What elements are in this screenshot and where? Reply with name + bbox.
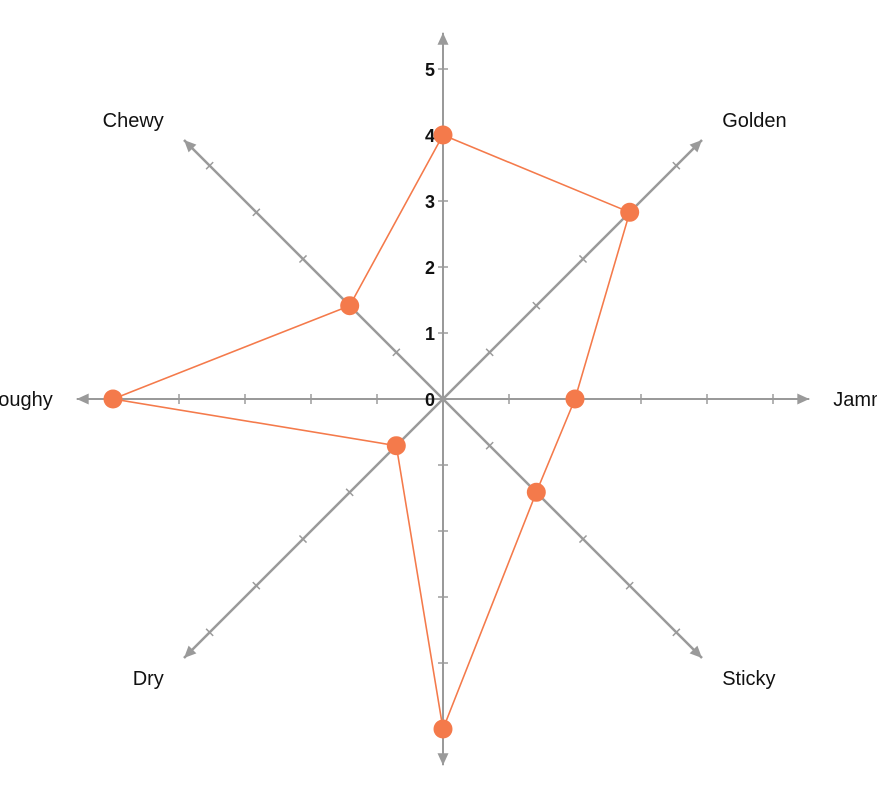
radial-tick-label-5: 5: [425, 60, 435, 80]
axis-label-chewy: Chewy: [103, 110, 164, 132]
data-point-sweet: [433, 125, 453, 145]
arrowhead-soft: [437, 753, 449, 766]
axis-label-dry: Dry: [133, 668, 164, 690]
radial-tick-label-1: 1: [425, 324, 435, 344]
axis-tick-golden-3: [578, 254, 588, 264]
data-point-dry: [386, 436, 406, 456]
data-point-jammy: [565, 389, 585, 409]
axis-label-sticky: Sticky: [722, 668, 775, 690]
axis-tick-golden-5: [672, 161, 681, 170]
radial-tick-labels: 0 1 2 3 4 5: [425, 60, 435, 410]
arrowhead-jammy: [797, 393, 810, 405]
axis-line-sticky: [442, 398, 703, 659]
axis-tick-sticky-5: [672, 628, 681, 637]
axis-tick-chewy-4: [252, 208, 261, 217]
arrowhead-chewy: [184, 140, 197, 153]
axis-tick-chewy-3: [298, 254, 308, 264]
data-point-doughy: [103, 389, 123, 409]
axis-tick-chewy-5: [205, 161, 214, 170]
series-layer: [103, 125, 640, 739]
axis-tick-dry-4: [252, 581, 261, 590]
arrowhead-dry: [184, 645, 197, 658]
axis-tick-golden-1: [485, 348, 494, 357]
arrowhead-sweet: [437, 32, 449, 45]
radial-tick-label-0: 0: [425, 390, 435, 410]
axis-tick-golden-2: [532, 301, 541, 310]
axis-line-dry: [183, 398, 444, 659]
axis-tick-chewy-1: [392, 348, 401, 357]
data-point-sticky: [526, 482, 546, 502]
series-line-0: [110, 133, 631, 732]
data-point-chewy: [340, 296, 360, 316]
axis-tick-sticky-4: [625, 581, 634, 590]
data-point-soft: [433, 719, 453, 739]
axis-tick-dry-2: [345, 488, 354, 497]
radial-tick-label-2: 2: [425, 258, 435, 278]
arrowhead-golden: [689, 140, 702, 153]
axis-tick-sticky-1: [485, 441, 494, 450]
axis-tick-sticky-3: [578, 534, 588, 544]
axis-tick-dry-3: [298, 534, 308, 544]
axis-line-chewy: [183, 139, 444, 400]
axis-label-golden: Golden: [722, 110, 787, 132]
axis-label-doughy: Doughy: [0, 389, 53, 411]
axis-tick-dry-5: [205, 628, 214, 637]
radial-tick-label-3: 3: [425, 192, 435, 212]
axis-label-jammy: Jammy: [833, 389, 877, 411]
arrowhead-sticky: [689, 645, 702, 658]
radial-tick-label-4: 4: [425, 126, 435, 146]
axis-line-golden: [442, 139, 703, 400]
arrowhead-doughy: [76, 393, 89, 405]
data-point-golden: [620, 202, 640, 222]
